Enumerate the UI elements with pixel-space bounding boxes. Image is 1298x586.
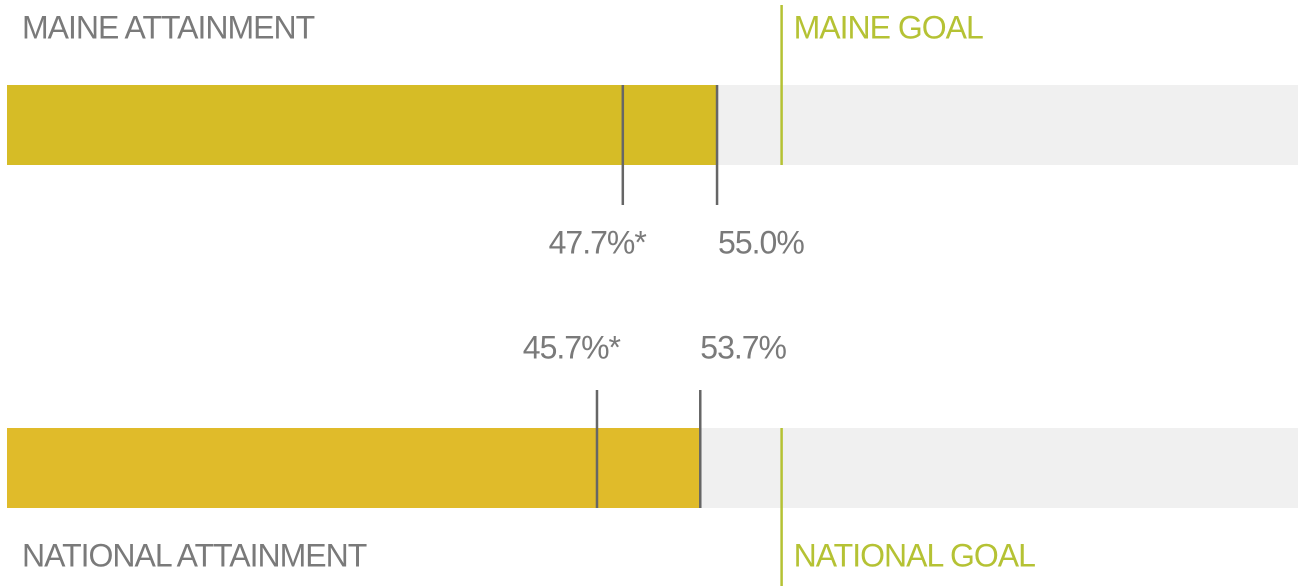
value-label: 47.7%* (549, 224, 647, 260)
title: NATIONAL ATTAINMENT (22, 537, 367, 573)
value-label: 53.7% (700, 329, 786, 365)
title: MAINE ATTAINMENT (22, 9, 315, 45)
bar (7, 85, 718, 165)
bar (7, 428, 701, 508)
goal-label: NATIONAL GOAL (794, 537, 1035, 573)
goal-label: MAINE GOAL (794, 9, 983, 45)
value-label: 45.7%* (523, 329, 621, 365)
value-label: 55.0% (718, 224, 804, 260)
